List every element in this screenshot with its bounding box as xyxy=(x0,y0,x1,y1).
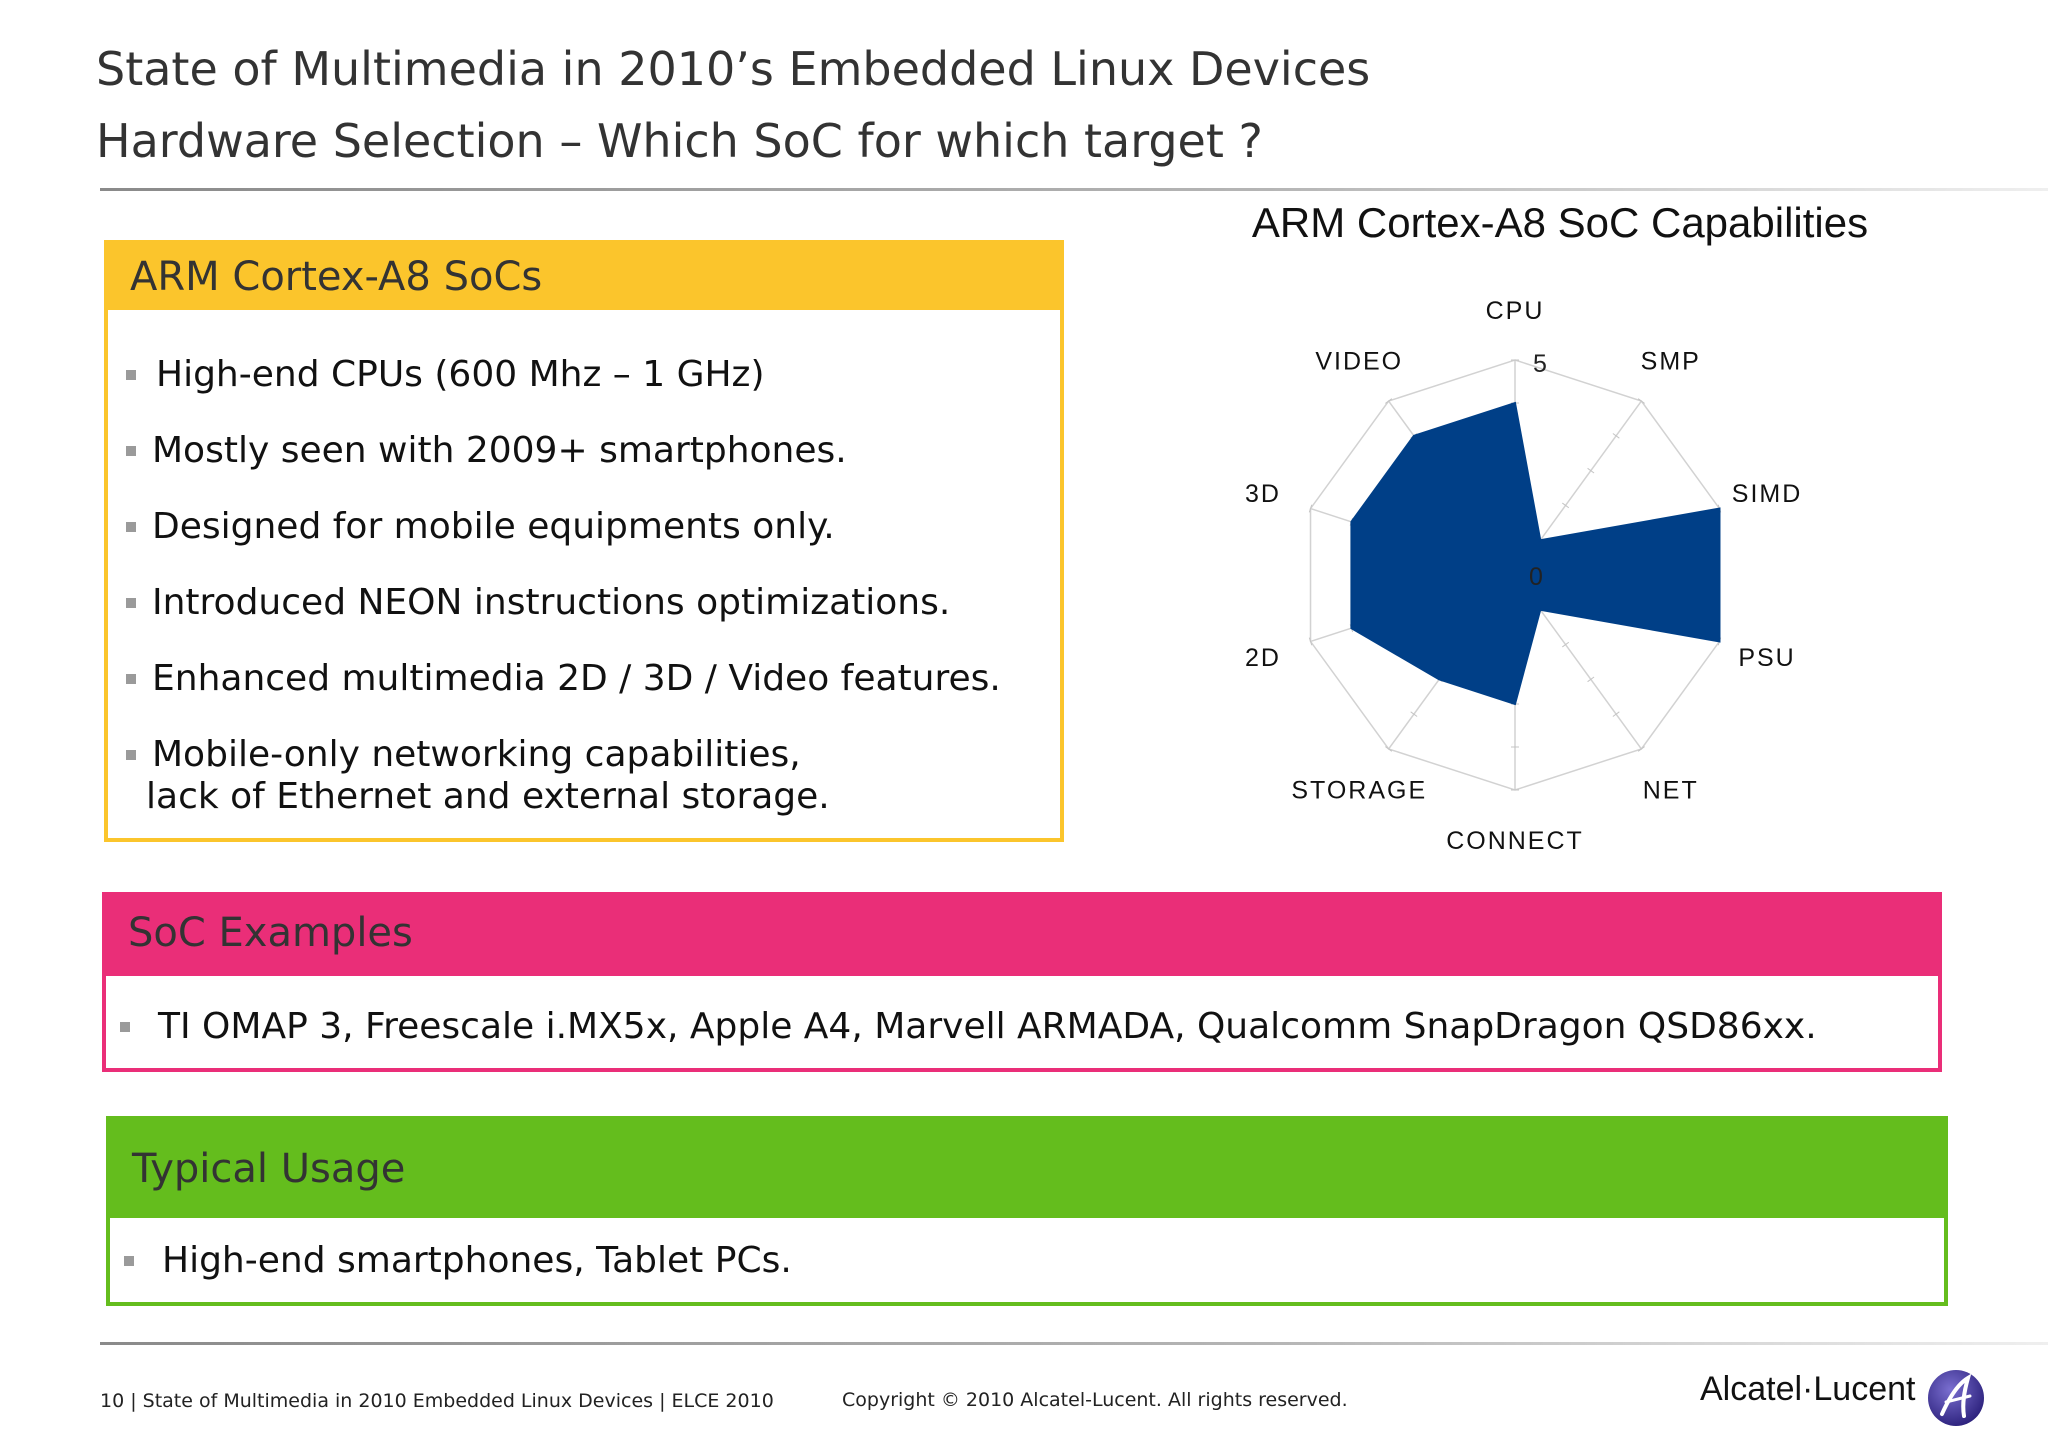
axis-tick xyxy=(1308,504,1313,513)
bullet-square-icon xyxy=(126,370,136,380)
bullet-square-icon xyxy=(124,1256,134,1266)
axis-labels: CPU SMP SIMD PSU NET CONNECT STORAGE 2D 3D VIDEO xyxy=(1245,297,1803,855)
axis-tick xyxy=(1587,467,1595,474)
bullet-square-icon xyxy=(126,598,136,608)
axis-tick xyxy=(1612,711,1620,717)
slide-title-line-2: Hardware Selection – Which SoC for which… xyxy=(96,114,1263,168)
footer-divider xyxy=(100,1342,2048,1345)
axis-label-net: NET xyxy=(1643,776,1699,804)
axis-label-2d: 2D xyxy=(1245,644,1281,672)
axis-label-psu: PSU xyxy=(1738,644,1795,672)
axis-tick xyxy=(1385,398,1393,404)
axis-tick xyxy=(1385,746,1393,752)
bullet-square-icon xyxy=(126,446,136,456)
axis-label-simd: SIMD xyxy=(1732,480,1803,508)
bullet-square-icon xyxy=(126,750,136,760)
capabilities-radar-chart: ARM Cortex-A8 SoC Capabilities CPU SMP SIM… xyxy=(1245,205,1868,855)
chart-title: ARM Cortex-A8 SoC Capabilities xyxy=(1252,205,1868,246)
arm-cortex-panel: ARM Cortex-A8 SoCs High-end CPUs (600 Mh… xyxy=(104,240,1064,842)
tick-label-max: 5 xyxy=(1533,350,1547,378)
bullet-square-icon xyxy=(126,674,136,684)
axis-label-smp: SMP xyxy=(1641,348,1701,376)
axis-label-3d: 3D xyxy=(1245,480,1281,508)
axis-tick xyxy=(1612,433,1620,439)
arm-cortex-panel-header: ARM Cortex-A8 SoCs xyxy=(108,244,1060,310)
brand-wordmark: Alcatel·Lucent xyxy=(1700,1370,1916,1408)
typical-usage-panel-heading: Typical Usage xyxy=(132,1146,406,1192)
soc-examples-panel-heading: SoC Examples xyxy=(128,910,413,956)
axis-tick xyxy=(1587,676,1595,683)
bullet-square-icon xyxy=(126,522,136,532)
axis-tick xyxy=(1637,398,1645,404)
axis-tick xyxy=(1410,711,1418,717)
bullet-square-icon xyxy=(120,1022,130,1032)
axis-label-connect: CONNECT xyxy=(1446,827,1584,855)
typical-usage-panel-header: Typical Usage xyxy=(110,1120,1944,1218)
arm-cortex-panel-heading: ARM Cortex-A8 SoCs xyxy=(130,254,543,300)
typical-usage-panel: Typical Usage High-end smartphones, Tabl… xyxy=(106,1116,1948,1306)
tick-label-min: 0 xyxy=(1529,563,1543,591)
slide-title-line-1: State of Multimedia in 2010’s Embedded L… xyxy=(96,42,1371,96)
axis-tick xyxy=(1308,637,1313,646)
axis-label-cpu: CPU xyxy=(1486,297,1545,325)
footer-slide-info: 10 | State of Multimedia in 2010 Embedde… xyxy=(100,1390,774,1412)
axis-label-video: VIDEO xyxy=(1315,348,1403,376)
axis-tick xyxy=(1637,746,1645,752)
title-divider xyxy=(100,188,2048,191)
soc-examples-panel-header: SoC Examples xyxy=(106,896,1938,976)
axis-label-storage: STORAGE xyxy=(1291,776,1427,804)
series-polygon xyxy=(1350,401,1721,706)
alcatel-lucent-logo-icon xyxy=(1928,1370,1984,1426)
axis-tick xyxy=(1562,641,1570,648)
axis-tick xyxy=(1562,502,1570,509)
soc-examples-panel: SoC Examples TI OMAP 3, Freescale i.MX5x… xyxy=(102,892,1942,1072)
footer-copyright: Copyright © 2010 Alcatel-Lucent. All rig… xyxy=(842,1389,1348,1411)
